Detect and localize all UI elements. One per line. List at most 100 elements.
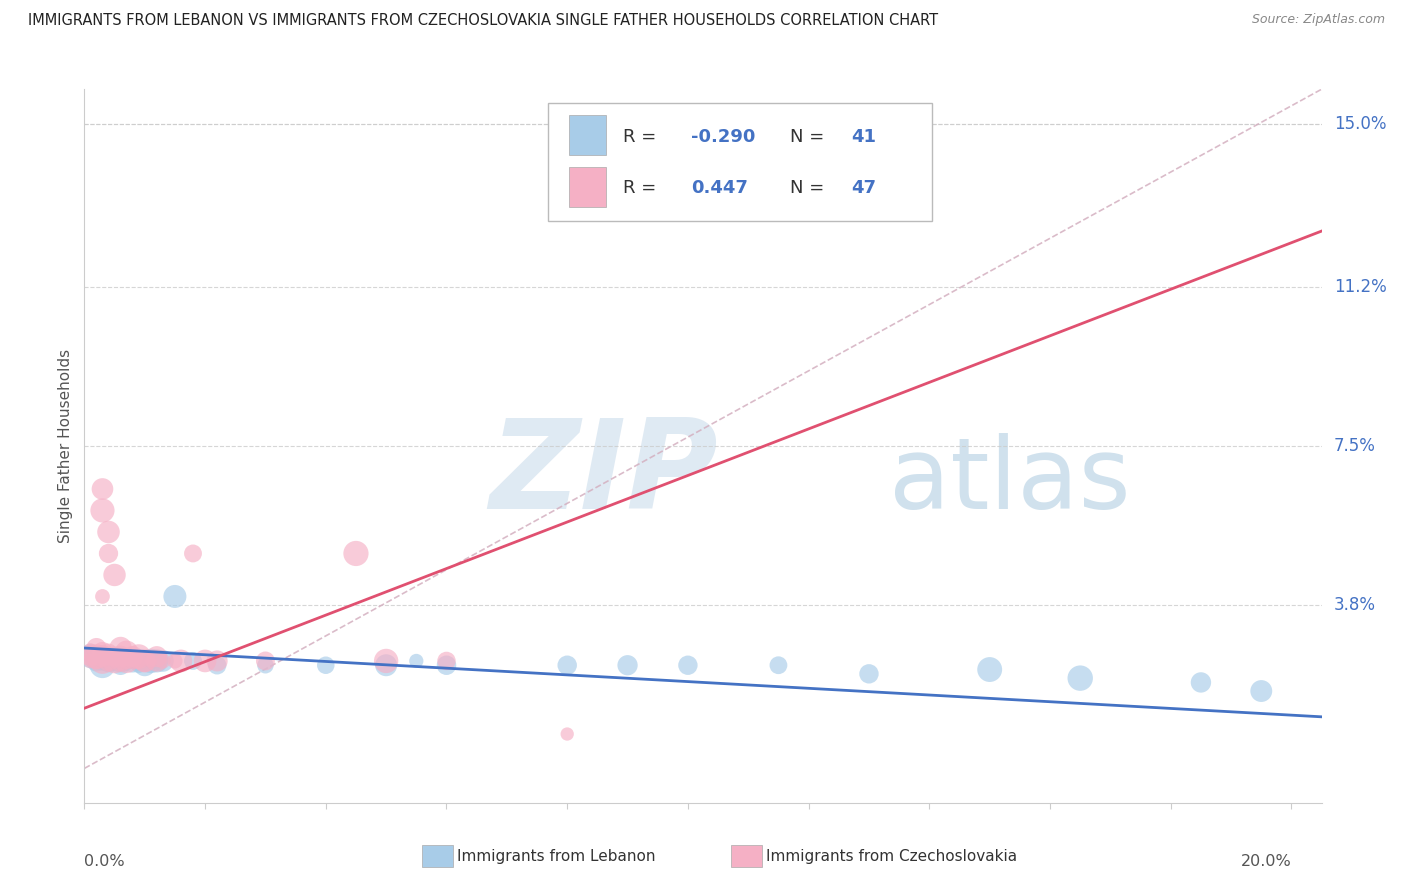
Point [91,482,114,496]
Point [91,649,114,664]
Point [134,654,156,668]
Point [86,641,108,656]
Point [146,654,169,668]
Bar [569,168,606,207]
Point [181,546,204,560]
Text: ZIP: ZIP [489,414,718,535]
Point [110,649,132,664]
Point [139,654,162,668]
Point [152,654,174,668]
Point [128,654,150,668]
Point [254,654,277,668]
Text: atlas: atlas [889,434,1130,530]
Point [86,649,108,664]
Text: N =: N = [790,178,824,197]
Point [91,654,114,668]
Point [134,654,156,668]
Text: Immigrants from Lebanon: Immigrants from Lebanon [457,849,655,863]
Point [128,654,150,668]
Text: Immigrants from Czechoslovakia: Immigrants from Czechoslovakia [766,849,1018,863]
Text: 0.0%: 0.0% [84,855,125,870]
Text: 15.0%: 15.0% [1334,114,1386,133]
Point [134,658,156,673]
Point [115,654,138,668]
Point [91,649,114,664]
Point [134,654,156,668]
Point [79,649,101,664]
Text: 47: 47 [852,178,876,197]
Text: R =: R = [623,128,655,146]
Point [110,658,132,673]
Point [97,649,120,664]
Point [91,590,114,604]
Point [205,658,228,673]
Point [436,658,458,673]
Point [97,524,120,539]
Point [555,658,578,673]
Point [97,546,120,560]
Point [1189,675,1212,690]
Point [103,568,125,582]
Point [555,727,578,741]
Point [1069,671,1091,685]
Point [103,654,125,668]
Bar [569,115,606,154]
Point [115,654,138,668]
Point [768,658,790,673]
Point [91,654,114,668]
Point [254,658,277,673]
Point [375,654,398,668]
Point [110,654,132,668]
Point [79,649,101,664]
Point [1250,684,1272,698]
Point [181,654,204,668]
Text: 3.8%: 3.8% [1334,596,1375,614]
Point [163,590,186,604]
Point [121,654,143,668]
Point [194,654,217,668]
Point [97,654,120,668]
Point [163,654,186,668]
Point [79,645,101,659]
Text: 0.447: 0.447 [690,178,748,197]
Point [616,658,638,673]
FancyBboxPatch shape [548,103,932,221]
Point [375,658,398,673]
Point [79,645,101,659]
Point [436,654,458,668]
Point [86,654,108,668]
Point [97,649,120,664]
Y-axis label: Single Father Households: Single Father Households [58,349,73,543]
Text: N =: N = [790,128,824,146]
Text: -0.290: -0.290 [690,128,755,146]
Point [676,658,699,673]
Point [91,658,114,673]
Point [91,645,114,659]
Point [86,654,108,668]
Point [103,649,125,664]
Point [146,649,169,664]
Point [128,649,150,664]
Point [110,654,132,668]
Point [115,645,138,659]
Point [97,645,120,659]
Text: Source: ZipAtlas.com: Source: ZipAtlas.com [1251,13,1385,27]
Point [979,663,1001,677]
Text: 20.0%: 20.0% [1240,855,1292,870]
Point [315,658,337,673]
Point [858,666,880,681]
Point [121,654,143,668]
Point [97,654,120,668]
Point [86,649,108,664]
Point [115,649,138,664]
Point [405,654,427,668]
Point [344,546,367,560]
Point [128,658,150,673]
Point [103,654,125,668]
Point [121,654,143,668]
Point [146,654,169,668]
Point [121,649,143,664]
Point [115,649,138,664]
Point [152,654,174,668]
Text: R =: R = [623,178,655,197]
